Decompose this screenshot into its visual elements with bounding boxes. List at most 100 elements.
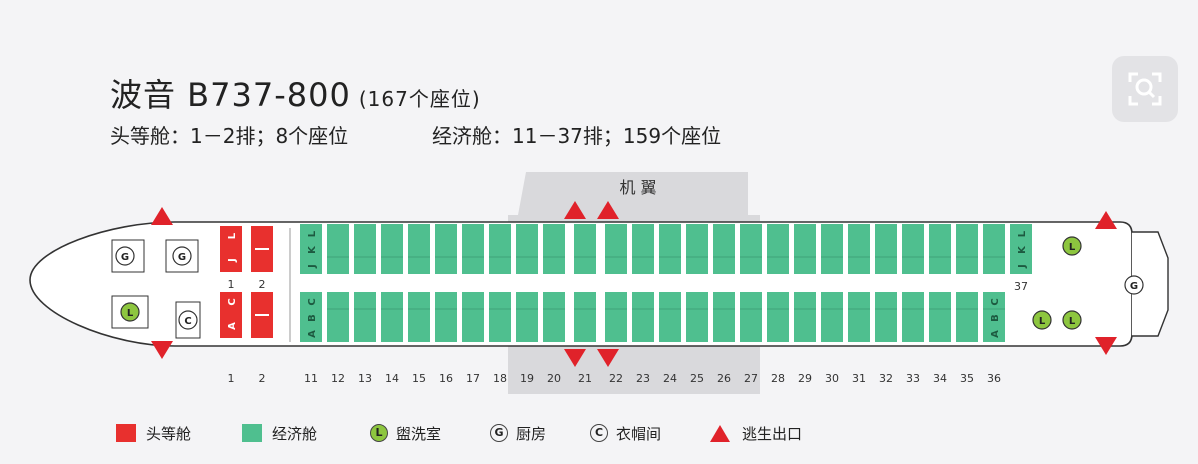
galley-icon-symbol: G <box>1130 281 1138 292</box>
economy-seat-top-row-17 <box>462 224 484 274</box>
first-seat-letter: L <box>227 232 238 239</box>
economy-seat-letter: L <box>307 230 318 237</box>
economy-seat-top-row-23 <box>632 224 654 274</box>
exit-icon <box>710 424 730 442</box>
page-title: 波音 B737-800 (167个座位) <box>110 70 481 116</box>
economy-seat-top-row-28 <box>767 224 789 274</box>
row-number-21: 21 <box>578 372 592 385</box>
closet-icon: C <box>590 424 608 442</box>
galley-icon: G <box>490 424 508 442</box>
economy-seat-letter: A <box>990 330 1001 338</box>
lavatory-icon-symbol: L <box>127 308 134 319</box>
economy-seat-top-row-24 <box>659 224 681 274</box>
inplane-row-number: 1 <box>228 278 235 291</box>
first-class-info: 头等舱：1－2排；8个座位 <box>110 124 349 148</box>
economy-seat-bottom-row-24 <box>659 292 681 342</box>
economy-seat-letter: B <box>990 314 1001 322</box>
economy-seat-bottom-row-32 <box>875 292 897 342</box>
economy-seat-top-row-30 <box>821 224 843 274</box>
legend-economy-swatch <box>242 424 262 442</box>
economy-seat-bottom-row-23 <box>632 292 654 342</box>
economy-seat-top-row-25 <box>686 224 708 274</box>
lavatory-icon <box>1062 236 1082 256</box>
row-number-22: 22 <box>609 372 623 385</box>
economy-seat-bottom-row-29 <box>794 292 816 342</box>
legend-lavatory: L 盥洗室 <box>370 422 441 444</box>
economy-seat-bottom-row-34 <box>929 292 951 342</box>
row-number-17: 17 <box>466 372 480 385</box>
row-number-29: 29 <box>798 372 812 385</box>
row-number-27: 27 <box>744 372 758 385</box>
legend-lavatory-label: 盥洗室 <box>396 424 442 443</box>
first-seat-letter: C <box>227 298 238 305</box>
row-number-30: 30 <box>825 372 839 385</box>
row-number-33: 33 <box>906 372 920 385</box>
exit-icon <box>1095 211 1117 229</box>
lavatory-icon <box>1032 310 1052 330</box>
legend-galley: G 厨房 <box>490 422 546 444</box>
galley-icon-symbol: G <box>121 252 129 263</box>
row-number-12: 12 <box>331 372 345 385</box>
economy-seat-top-row-11 <box>300 224 322 274</box>
economy-seat-bottom-row-12 <box>327 292 349 342</box>
zoom-search-button[interactable] <box>1112 56 1178 122</box>
economy-seat-letter: J <box>307 264 318 269</box>
inplane-row-number: 37 <box>1014 280 1028 293</box>
economy-seat-bottom-row-19 <box>516 292 538 342</box>
first-seat-row-1 <box>220 226 242 272</box>
row-number-36: 36 <box>987 372 1001 385</box>
economy-seat-top-row-16 <box>435 224 457 274</box>
economy-seat-bottom-row-15 <box>408 292 430 342</box>
economy-seat-letter: K <box>1017 245 1028 254</box>
row-number-16: 16 <box>439 372 453 385</box>
exit-icon <box>151 341 173 359</box>
economy-seat-letter: C <box>307 298 318 305</box>
exit-icon <box>1095 337 1117 355</box>
row-number-28: 28 <box>771 372 785 385</box>
closet-icon-symbol: C <box>184 316 191 327</box>
row-number-34: 34 <box>933 372 947 385</box>
legend-economy: 经济舱 <box>242 422 317 444</box>
legend-exit-label: 逃生出口 <box>742 424 803 443</box>
row-number-1: 1 <box>228 372 235 385</box>
lavatory-icon-symbol: L <box>1069 316 1076 327</box>
economy-seat-top-row-26 <box>713 224 735 274</box>
economy-seat-top-row-12 <box>327 224 349 274</box>
tail-galley-area <box>1132 231 1169 337</box>
economy-seat-top-row-14 <box>381 224 403 274</box>
economy-seat-letter: C <box>990 298 1001 305</box>
galley-icon <box>115 246 135 266</box>
economy-seat-top-row-27 <box>740 224 762 274</box>
economy-seat-top-row-20 <box>543 224 565 274</box>
legend-first-label: 头等舱 <box>146 424 192 443</box>
row-number-20: 20 <box>547 372 561 385</box>
row-number-32: 32 <box>879 372 893 385</box>
lavatory-icon: L <box>370 424 388 442</box>
legend-galley-label: 厨房 <box>516 424 547 443</box>
economy-seat-bottom-row-18 <box>489 292 511 342</box>
legend-economy-label: 经济舱 <box>272 424 318 443</box>
economy-seat-top-row-15 <box>408 224 430 274</box>
legend-first-swatch <box>116 424 136 442</box>
row-number-18: 18 <box>493 372 507 385</box>
economy-info: 经济舱：11－37排；159个座位 <box>432 124 722 148</box>
economy-seat-bottom-row-22 <box>605 292 627 342</box>
row-number-15: 15 <box>412 372 426 385</box>
row-number-31: 31 <box>852 372 866 385</box>
row-number-19: 19 <box>520 372 534 385</box>
exit-icon <box>564 349 586 367</box>
exit-icon <box>597 201 619 219</box>
economy-seat-letter: A <box>307 330 318 338</box>
economy-seat-top-row-19 <box>516 224 538 274</box>
lavatory-icon <box>1062 310 1082 330</box>
lavatory-icon <box>120 302 140 322</box>
economy-seat-bottom-row-36 <box>983 292 1005 342</box>
exit-icon <box>151 207 173 225</box>
row-number-13: 13 <box>358 372 372 385</box>
economy-seat-bottom-row-14 <box>381 292 403 342</box>
economy-seat-bottom-row-27 <box>740 292 762 342</box>
economy-seat-bottom-row-26 <box>713 292 735 342</box>
economy-seat-top-row-18 <box>489 224 511 274</box>
economy-seat-bottom-row-20 <box>543 292 565 342</box>
economy-seat-bottom-row-21 <box>574 292 596 342</box>
